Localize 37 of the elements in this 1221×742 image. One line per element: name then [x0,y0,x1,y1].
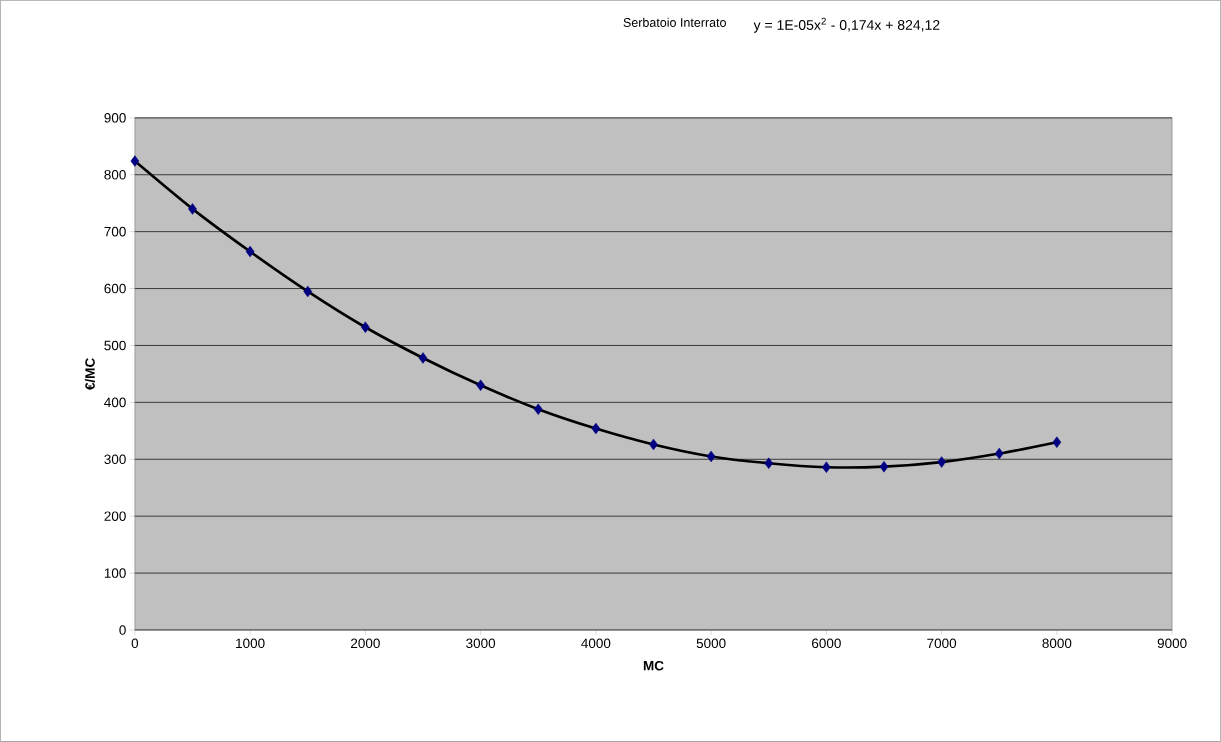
point [937,456,946,468]
x-tick-label: 3000 [466,638,496,649]
point [245,245,255,258]
point [994,447,1004,460]
x-tick-label: 8000 [1042,638,1072,649]
x-tick-label: 6000 [812,638,841,649]
point [188,203,197,215]
y-tick-label: 200 [104,511,126,522]
point [1052,436,1062,448]
x-tick-label: 2000 [351,638,380,649]
y-tick-label: 0 [119,625,126,635]
point [879,461,889,473]
point [591,422,601,435]
x-axis-title: MC [643,661,664,671]
point [764,457,774,470]
point [706,450,716,463]
point [533,403,543,415]
x-tick-label: 0 [131,638,139,649]
x-tick-label: 1000 [236,638,265,649]
y-tick-label: 500 [104,340,126,351]
point [418,352,428,364]
x-tick-label: 7000 [927,638,957,649]
y-tick-label: 300 [104,454,126,465]
x-tick-label: 5000 [696,638,726,649]
chart-title: Serbatoio Interrato [623,17,726,27]
y-tick-label: 800 [104,170,126,180]
y-tick-label: 100 [104,568,126,578]
y-tick-label: 700 [104,226,126,237]
x-tick-label: 4000 [581,638,611,649]
text: y = 1E-05x$^{2}$ - 0,174x + 824,12 [753,17,940,33]
y-tick-label: 600 [104,283,126,294]
y-tick-label: 900 [104,113,126,123]
x-tick-label: 9000 [1157,638,1187,649]
y-tick-label: 400 [104,397,126,408]
point [303,285,313,298]
y-axis-title: €/MC [84,358,95,391]
point [130,155,140,167]
